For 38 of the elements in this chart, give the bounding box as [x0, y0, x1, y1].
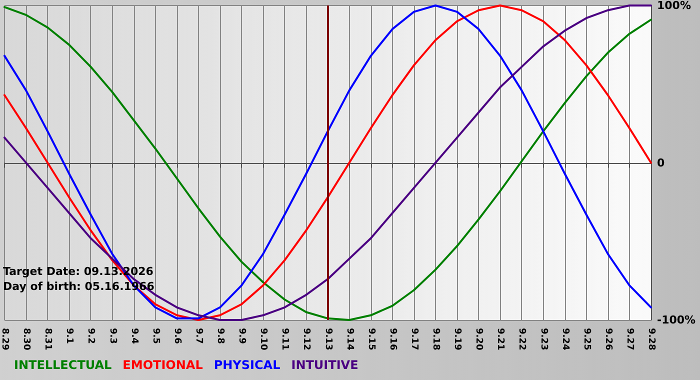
- x-tick-label: 9.10: [258, 328, 268, 350]
- x-tick-label: 8.30: [21, 328, 32, 350]
- x-tick-label: 9.20: [474, 328, 484, 350]
- x-tick-label: 9.8: [215, 328, 225, 344]
- x-tick-label: 9.6: [172, 328, 182, 344]
- x-tick-label: 9.1: [64, 328, 74, 344]
- x-tick-label: 9.9: [236, 328, 247, 344]
- x-tick-label: 9.11: [280, 328, 290, 350]
- x-tick-label: 9.25: [581, 328, 592, 350]
- x-tick-label: 9.5: [150, 328, 160, 344]
- x-tick-label: 8.29: [0, 328, 10, 350]
- text: EMOTIONAL: [122, 358, 204, 372]
- x-tick-label: 8.31: [42, 328, 53, 350]
- x-tick-label: 9.19: [452, 328, 462, 350]
- x-tick-label: 9.14: [344, 328, 354, 350]
- x-tick-label: 9.7: [193, 328, 204, 344]
- y-tick-label: -100%: [657, 314, 696, 326]
- text: PHYSICAL: [214, 358, 281, 372]
- x-tick-label: 9.27: [624, 328, 634, 350]
- x-tick-label: 9.15: [366, 328, 376, 350]
- x-tick-label: 9.3: [107, 328, 118, 344]
- x-tick-label: 9.21: [495, 328, 506, 350]
- x-tick-label: 9.24: [560, 328, 570, 350]
- x-tick-label: 9.12: [301, 328, 312, 350]
- y-tick-label: 0: [657, 156, 665, 170]
- y-tick-label: 100%: [657, 0, 691, 12]
- text: INTUITIVE: [291, 358, 358, 372]
- x-tick-label: 9.22: [516, 328, 527, 350]
- x-tick-label: 9.16: [387, 328, 398, 350]
- x-tick-label: 9.2: [86, 328, 96, 344]
- x-tick-label: 9.28: [646, 328, 656, 350]
- x-tick-label: 9.23: [538, 328, 548, 350]
- x-tick-label: 9.26: [602, 328, 613, 350]
- x-tick-label: 9.17: [408, 328, 419, 350]
- text: INTELLECTUAL: [14, 358, 112, 372]
- x-tick-label: 9.18: [430, 328, 440, 350]
- x-tick-label: 9.4: [128, 328, 139, 344]
- x-tick-label: 9.13: [322, 328, 333, 350]
